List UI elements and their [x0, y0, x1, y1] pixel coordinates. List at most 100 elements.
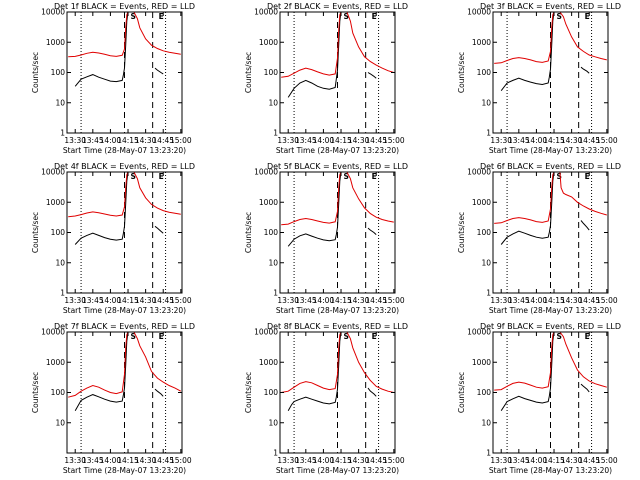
x-tick-label: 15:00 [170, 456, 192, 465]
panel-title: Det 3f BLACK = Events, RED = LLD [480, 2, 621, 11]
events-series-line-segment-2 [580, 220, 590, 231]
x-tick-label: 15:00 [170, 296, 192, 305]
x-tick-label: 13:45 [82, 456, 104, 465]
y-tick-label: 10 [55, 98, 65, 107]
y-tick-label: 1 [486, 289, 491, 298]
x-tick-label: 13:45 [508, 296, 530, 305]
x-axis-label: Start Time (28-May-07 13:23:20) [489, 466, 612, 475]
x-tick-label: 14:45 [365, 136, 387, 145]
x-tick-label: 14:30 [135, 296, 157, 305]
x-tick-label: 13:30 [490, 136, 512, 145]
events-series-line-segment-2 [154, 388, 164, 397]
lld-series-line [281, 332, 394, 393]
end-marker-label: E [372, 12, 377, 21]
y-tick-label: 1000 [472, 358, 491, 367]
x-axis-label: Start Time (28-May-07 13:23:20) [276, 306, 399, 315]
y-tick-label: 10 [55, 418, 65, 427]
end-marker-label: E [585, 172, 590, 181]
x-tick-label: 14:15 [117, 296, 139, 305]
x-tick-label: 14:15 [543, 296, 565, 305]
x-tick-label: 13:45 [82, 296, 104, 305]
x-tick-label: 15:00 [170, 136, 192, 145]
panel-title: Det 1f BLACK = Events, RED = LLD [54, 2, 195, 11]
start-marker-label: S [344, 172, 349, 181]
y-tick-label: 100 [477, 388, 492, 397]
events-series-line [500, 12, 555, 92]
panel-title: Det 5f BLACK = Events, RED = LLD [267, 162, 408, 171]
lld-series-line [281, 172, 394, 226]
y-tick-label: 100 [264, 228, 279, 237]
x-tick-label: 14:00 [100, 456, 122, 465]
y-axis-label: Counts/sec [31, 372, 40, 413]
y-tick-label: 1 [273, 449, 278, 458]
x-tick-label: 14:30 [348, 296, 370, 305]
end-marker-label: E [585, 332, 590, 341]
start-marker-label: S [131, 172, 136, 181]
panel-title: Det 2f BLACK = Events, RED = LLD [267, 2, 408, 11]
lld-series-line [281, 12, 394, 78]
x-tick-label: 14:15 [117, 456, 139, 465]
x-tick-label: 13:45 [82, 136, 104, 145]
x-tick-label: 14:00 [313, 136, 335, 145]
series-group [494, 332, 607, 411]
x-tick-label: 15:00 [383, 136, 405, 145]
events-series-line-segment-2 [367, 72, 377, 79]
x-tick-label: 14:45 [365, 296, 387, 305]
y-tick-label: 1 [486, 449, 491, 458]
y-tick-label: 1000 [46, 358, 65, 367]
start-marker-label: S [344, 12, 349, 21]
y-axis-label: Counts/sec [244, 212, 253, 253]
x-tick-label: 14:30 [561, 296, 583, 305]
events-series-line [287, 12, 342, 98]
x-tick-label: 14:30 [135, 136, 157, 145]
x-tick-label: 14:30 [135, 456, 157, 465]
y-axis-label: Counts/sec [244, 52, 253, 93]
events-series-line [287, 332, 342, 411]
x-tick-label: 14:45 [152, 296, 174, 305]
y-tick-label: 10 [481, 258, 491, 267]
x-tick-label: 14:00 [526, 456, 548, 465]
events-series-line [500, 332, 555, 411]
y-tick-label: 10000 [254, 168, 278, 177]
x-tick-label: 14:00 [313, 296, 335, 305]
series-group [494, 172, 607, 245]
lld-series-line [68, 12, 181, 58]
lld-series-line [494, 12, 607, 64]
y-tick-label: 1000 [259, 198, 278, 207]
start-marker-label: S [557, 172, 562, 181]
y-axis-label: Counts/sec [457, 372, 466, 413]
x-tick-label: 14:45 [365, 456, 387, 465]
lld-series-line [494, 332, 607, 391]
x-tick-label: 13:30 [64, 296, 86, 305]
events-series-line-segment-2 [367, 227, 377, 235]
x-tick-label: 15:00 [596, 136, 618, 145]
panel-title: Det 7f BLACK = Events, RED = LLD [54, 322, 195, 331]
start-marker-label: S [131, 332, 136, 341]
y-tick-label: 1 [273, 129, 278, 138]
events-series-line [287, 172, 342, 247]
events-series-line-segment-2 [580, 66, 590, 74]
x-tick-label: 13:30 [277, 456, 299, 465]
y-tick-label: 10 [55, 258, 65, 267]
y-axis-label: Counts/sec [31, 52, 40, 93]
panel-title: Det 9f BLACK = Events, RED = LLD [480, 322, 621, 331]
x-tick-label: 14:00 [100, 136, 122, 145]
panel-title: Det 4f BLACK = Events, RED = LLD [54, 162, 195, 171]
series-group [494, 12, 607, 92]
x-axis-label: Start Time (28-May-07 13:23:20) [63, 306, 186, 315]
series-group [68, 12, 181, 87]
panel-title: Det 6f BLACK = Events, RED = LLD [480, 162, 621, 171]
x-tick-label: 13:45 [295, 456, 317, 465]
y-tick-label: 1000 [472, 198, 491, 207]
y-tick-label: 10000 [254, 328, 278, 337]
y-tick-label: 10000 [41, 328, 65, 337]
end-marker-label: E [159, 332, 164, 341]
y-tick-label: 10000 [467, 168, 491, 177]
y-tick-label: 10000 [254, 8, 278, 17]
x-tick-label: 13:30 [277, 296, 299, 305]
